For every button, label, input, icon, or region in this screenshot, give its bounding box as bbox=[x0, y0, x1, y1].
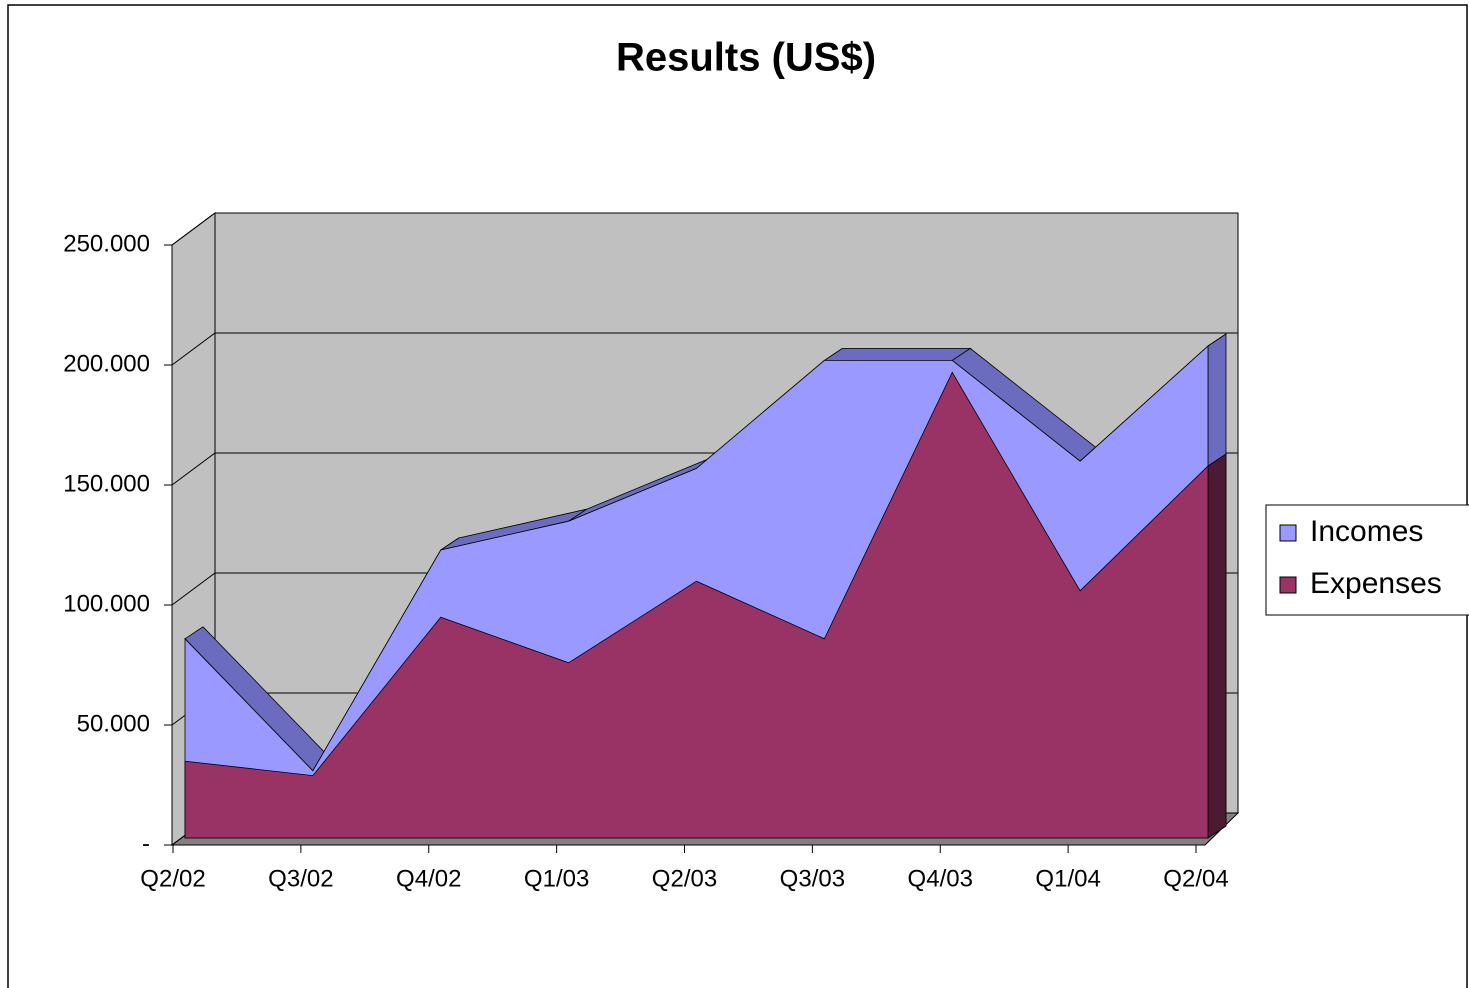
legend-swatch bbox=[1279, 524, 1297, 542]
legend-box bbox=[1265, 504, 1469, 616]
legend-label: Incomes bbox=[1310, 515, 1423, 548]
x-tick-label: Q4/03 bbox=[908, 865, 973, 892]
x-tick-label: Q2/02 bbox=[140, 865, 205, 892]
x-tick-label: Q4/02 bbox=[396, 865, 461, 892]
x-tick-label: Q3/03 bbox=[780, 865, 845, 892]
y-tick-label: 200.000 bbox=[63, 350, 150, 377]
legend-swatch bbox=[1279, 576, 1297, 594]
x-tick-label: Q1/03 bbox=[524, 865, 589, 892]
grid-line bbox=[171, 332, 1238, 366]
x-tick-label: Q2/04 bbox=[1163, 865, 1228, 892]
x-tick-label: Q1/04 bbox=[1035, 865, 1100, 892]
y-tick-label: 100.000 bbox=[63, 590, 150, 617]
y-tick-label: 150.000 bbox=[63, 470, 150, 497]
y-tick-label: 250.000 bbox=[63, 230, 150, 257]
y-tick-label: 50.000 bbox=[77, 710, 150, 737]
legend-label: Expenses bbox=[1310, 567, 1442, 600]
x-tick-label: Q2/03 bbox=[652, 865, 717, 892]
chart-title: Results (US$) bbox=[616, 36, 876, 80]
grid-line bbox=[171, 212, 1238, 246]
x-tick-label: Q3/02 bbox=[268, 865, 333, 892]
y-tick-label: - bbox=[142, 830, 150, 857]
area-top bbox=[823, 347, 972, 361]
area-side bbox=[1207, 453, 1227, 839]
area bbox=[184, 371, 1209, 839]
